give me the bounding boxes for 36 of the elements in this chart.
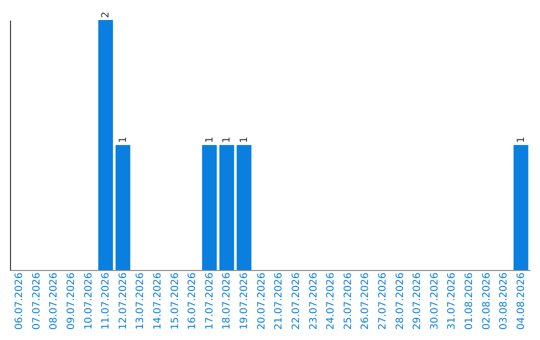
x-tick-label: 10.07.2026	[83, 272, 94, 330]
x-tick-label: 21.07.2026	[274, 272, 285, 330]
x-tick-label: 06.07.2026	[14, 272, 26, 330]
data-label: 1	[222, 136, 233, 143]
x-tick-label: 26.07.2026	[360, 272, 372, 330]
x-tick-label: 29.07.2026	[412, 272, 424, 330]
x-tick-label: 03.08.2026	[498, 272, 510, 330]
x-tick-label: 23.07.2026	[308, 272, 320, 330]
data-label: 1	[118, 136, 129, 143]
x-tick-label: 04.08.2026	[516, 272, 527, 330]
x-tick-label: 25.07.2026	[342, 272, 354, 330]
x-tick-label: 13.07.2026	[135, 272, 146, 330]
x-tick-label: 30.07.2026	[429, 272, 440, 330]
x-tick-label: 08.07.2026	[48, 272, 60, 330]
x-tick-label: 07.07.2026	[31, 272, 42, 330]
x-tick-label: 19.07.2026	[239, 272, 250, 330]
x-tick-label: 28.07.2026	[394, 272, 406, 330]
x-tick-label: 02.08.2026	[481, 272, 492, 330]
x-tick-label: 20.07.2026	[256, 272, 268, 330]
data-label: 1	[204, 136, 216, 143]
data-label: 1	[516, 136, 527, 143]
x-tick-label: 18.07.2026	[222, 272, 233, 330]
x-tick-label: 14.07.2026	[152, 272, 164, 330]
data-label: 1	[239, 136, 250, 143]
data-label: 2	[100, 12, 112, 18]
x-tick-label: 15.07.2026	[170, 272, 181, 330]
x-tick-label: 11.07.2026	[100, 272, 112, 330]
x-tick-label: 22.07.2026	[290, 272, 302, 330]
x-tick-label: 12.07.2026	[118, 272, 129, 330]
x-tick-label: 01.08.2026	[464, 272, 475, 330]
x-tick-label: 31.07.2026	[446, 272, 458, 330]
x-tick-label: 16.07.2026	[187, 272, 198, 330]
x-tick-label: 24.07.2026	[326, 272, 337, 330]
x-tick-label: 17.07.2026	[204, 272, 216, 330]
x-tick-label: 09.07.2026	[66, 272, 77, 330]
x-tick-label: 27.07.2026	[377, 272, 388, 330]
